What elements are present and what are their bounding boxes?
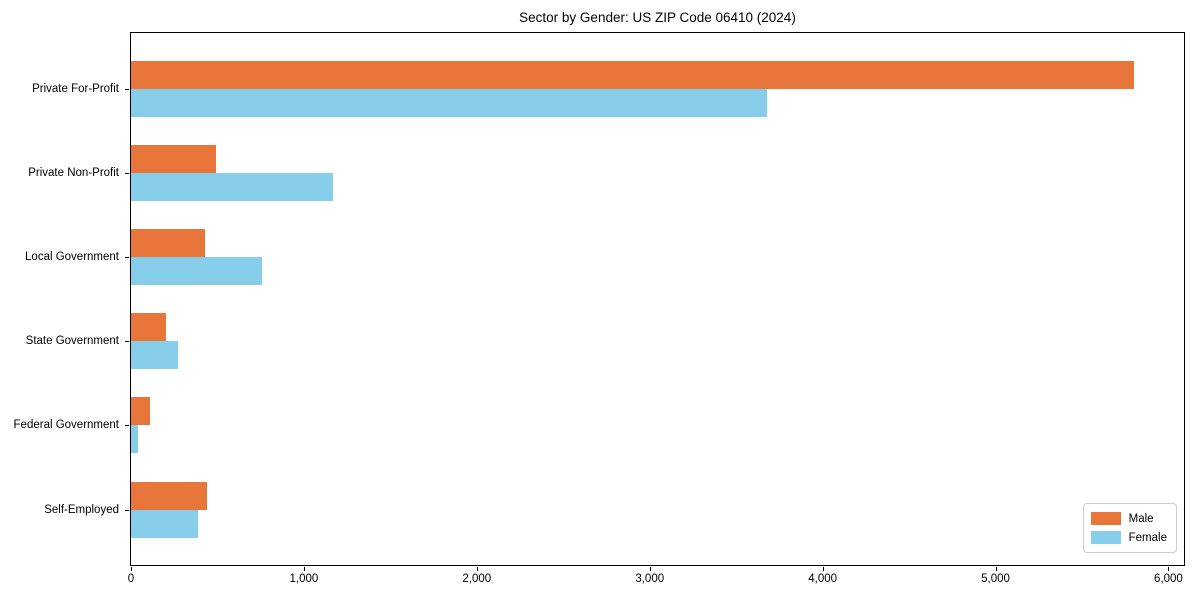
- bar-male-private-non-profit: [131, 144, 216, 173]
- y-axis-category-label: Local Government: [25, 250, 119, 263]
- bar-female-state-government: [131, 341, 178, 370]
- legend: Male Female: [1082, 503, 1177, 553]
- bar-male-state-government: [131, 313, 166, 342]
- x-axis-tick-label: 2,000: [462, 573, 492, 585]
- y-axis-tick: [125, 88, 129, 90]
- y-axis-category-label: State Government: [25, 335, 119, 348]
- x-axis-tick-label: 5,000: [981, 573, 1010, 585]
- y-axis-category-label: Private For-Profit: [32, 82, 119, 95]
- x-axis-tick: [649, 567, 651, 571]
- x-axis-tick: [995, 567, 997, 571]
- y-axis-tick: [125, 256, 129, 258]
- bar-male-local-government: [131, 228, 206, 257]
- x-axis-tick-label: 1,000: [289, 573, 319, 585]
- x-axis-tick: [131, 567, 132, 571]
- bar-female-local-government: [131, 256, 263, 285]
- bar-male-self-employed: [131, 481, 208, 510]
- y-axis-tick: [125, 341, 129, 343]
- legend-swatch-female: [1090, 531, 1121, 544]
- y-axis-category-label: Federal Government: [13, 419, 119, 432]
- legend-item-female: Female: [1090, 528, 1167, 547]
- bar-female-federal-government: [131, 425, 138, 454]
- bar-male-federal-government: [131, 397, 151, 426]
- y-axis-category-label: Self-Employed: [44, 503, 119, 516]
- chart-title: Sector by Gender: US ZIP Code 06410 (202…: [519, 10, 796, 25]
- x-axis-tick: [1168, 567, 1170, 571]
- x-axis-tick: [822, 567, 824, 571]
- x-axis-tick-label: 4,000: [808, 573, 838, 585]
- x-axis-tick-label: 0: [127, 573, 135, 585]
- legend-label: Female: [1128, 531, 1167, 544]
- y-axis-tick: [125, 172, 129, 174]
- x-axis-tick-label: 3,000: [635, 573, 665, 585]
- bar-male-private-for-profit: [131, 60, 1134, 89]
- y-axis-tick: [125, 509, 129, 511]
- x-axis-tick-label: 6,000: [1154, 573, 1183, 585]
- x-axis-tick: [476, 567, 478, 571]
- bar-female-private-non-profit: [131, 172, 334, 201]
- y-axis-tick: [125, 425, 129, 427]
- plot-area: Male Female 0 1,000 2,000 3,000 4,000 5,000 6,0…: [14, 32, 1185, 585]
- legend-swatch-male: [1090, 512, 1121, 525]
- legend-label: Male: [1128, 512, 1154, 525]
- legend-item-male: Male: [1090, 509, 1167, 528]
- bar-female-self-employed: [131, 509, 199, 538]
- x-axis-tick: [303, 567, 305, 571]
- y-axis-category-label: Private Non-Profit: [28, 166, 119, 179]
- bar-female-private-for-profit: [131, 88, 768, 117]
